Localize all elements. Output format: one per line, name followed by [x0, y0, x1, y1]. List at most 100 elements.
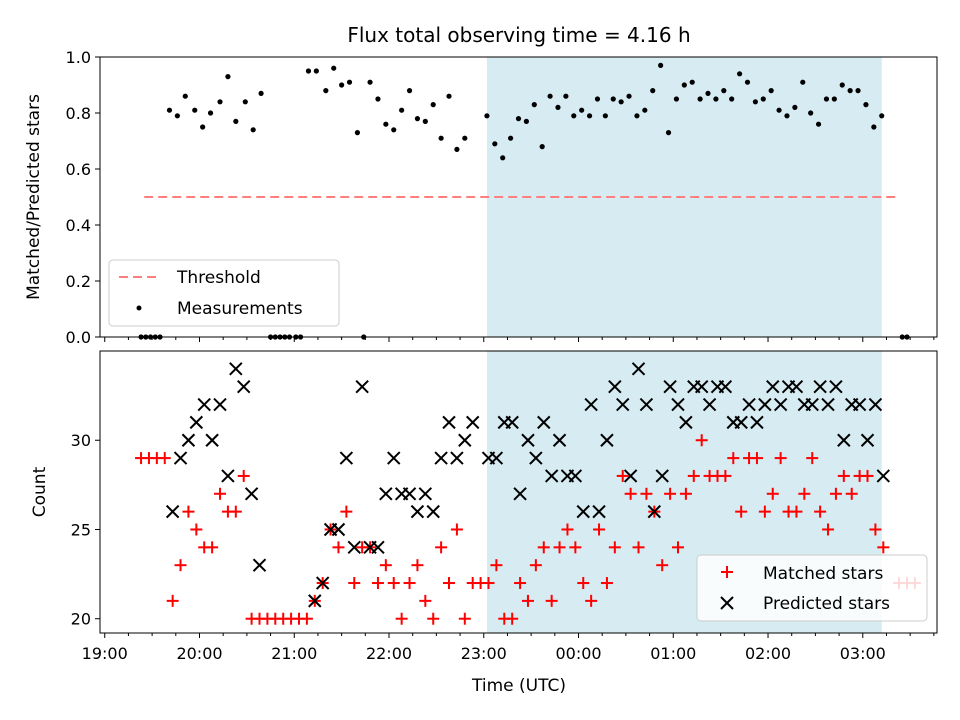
measurement-point: [383, 121, 389, 127]
predicted-star-point: [837, 433, 851, 447]
measurement-point: [823, 96, 830, 102]
matched-star-point: [332, 541, 345, 554]
measurement-point: [331, 65, 337, 71]
matched-star-point: [482, 577, 495, 590]
measurement-point: [658, 62, 664, 68]
measurement-point: [815, 121, 822, 127]
bottom-y-axis-label: Count: [30, 466, 50, 517]
measurement-point: [508, 135, 514, 141]
predicted-star-point: [616, 397, 630, 412]
measurement-point: [375, 96, 381, 102]
matched-star-point: [593, 523, 606, 536]
predicted-star-point: [197, 397, 211, 412]
predicted-star-point: [718, 379, 733, 394]
matched-star-point: [750, 452, 763, 465]
matched-star-point: [443, 577, 456, 590]
top-y-tick-label: 0.2: [66, 272, 91, 291]
predicted-star-point: [450, 451, 464, 465]
bottom-y-axis-ticks: 20 25 30: [71, 431, 100, 629]
matched-star-point: [506, 612, 519, 625]
measurement-point: [339, 82, 345, 88]
measurement-point: [784, 113, 790, 119]
top-legend-box: [108, 259, 340, 327]
measurement-point: [406, 88, 413, 94]
matched-star-point: [790, 505, 803, 518]
predicted-star-point: [537, 415, 551, 430]
measurement-point: [233, 118, 239, 124]
predicted-star-point: [592, 504, 606, 519]
predicted-star-point: [608, 379, 622, 394]
measurement-point: [200, 124, 206, 130]
measurement-point: [594, 96, 601, 102]
predicted-star-point: [237, 379, 251, 394]
predicted-star-point: [773, 397, 788, 412]
predicted-star-point: [410, 504, 425, 519]
predicted-star-point: [465, 415, 480, 430]
predicted-star-point: [442, 415, 456, 430]
predicted-stars-points: [165, 362, 891, 608]
bottom-x-tick-label: 22:00: [366, 644, 412, 663]
predicted-star-point: [789, 379, 804, 394]
measurement-point: [650, 88, 656, 94]
measurement-point: [634, 113, 640, 119]
measurement-point: [484, 113, 490, 119]
measurement-point: [430, 102, 436, 108]
predicted-star-point: [213, 397, 227, 412]
predicted-star-point: [458, 433, 472, 447]
measurement-point: [192, 107, 198, 113]
measurement-point: [689, 79, 695, 85]
predicted-star-point: [308, 594, 322, 608]
matched-star-point: [766, 487, 779, 500]
matched-star-point: [616, 469, 629, 482]
predicted-star-point: [702, 397, 717, 412]
predicted-star-point: [813, 379, 827, 394]
measurement-point: [446, 93, 452, 99]
matched-star-point: [514, 577, 527, 590]
measurement-point: [217, 99, 223, 105]
measurement-point: [642, 107, 648, 113]
measurement-point: [839, 82, 845, 88]
measurement-point: [776, 107, 782, 113]
top-y-tick-label: 0.8: [66, 104, 91, 123]
predicted-star-point: [584, 397, 598, 412]
predicted-star-point: [734, 415, 748, 430]
measurement-point: [697, 96, 703, 102]
predicted-star-point: [339, 451, 354, 465]
measurement-point: [174, 113, 180, 119]
matched-star-point: [458, 612, 471, 625]
matched-star-point: [814, 505, 827, 518]
top-y-tick-label: 0.6: [66, 160, 91, 179]
predicted-star-point: [315, 576, 330, 590]
matched-star-point: [214, 487, 227, 500]
matched-star-point: [774, 452, 787, 465]
predicted-star-point: [552, 433, 567, 447]
matched-star-point: [166, 594, 179, 607]
matched-star-point: [632, 541, 645, 554]
matched-star-point: [569, 541, 582, 554]
predicted-star-point: [868, 397, 883, 412]
measurement-point: [547, 93, 553, 99]
predicted-star-point: [829, 379, 843, 394]
predicted-star-point: [371, 540, 385, 555]
measurement-point: [250, 127, 256, 133]
predicted-star-point: [165, 504, 180, 519]
measurement-point: [792, 104, 798, 110]
top-y-tick-label: 1.0: [66, 48, 91, 67]
matched-star-point: [845, 487, 858, 500]
legend-matched-label: Matched stars: [763, 564, 883, 584]
matched-star-point: [521, 594, 534, 607]
measurement-point: [454, 146, 460, 152]
predicted-star-point: [600, 433, 614, 447]
matched-star-point: [877, 541, 890, 554]
matched-star-point: [798, 487, 811, 500]
predicted-star-point: [679, 415, 693, 430]
count-panel: 20 25 30 19:00 20:00 21:00 22:00 23:00 00:00 01:…: [30, 350, 938, 696]
measurement-points: [138, 62, 910, 340]
predicted-star-point: [852, 397, 867, 412]
measurement-point: [323, 88, 329, 94]
measurement-point: [367, 79, 373, 85]
matched-stars-points: [135, 434, 921, 625]
bottom-x-tick-label: 03:00: [840, 644, 886, 663]
top-x-axis-ticks: [104, 337, 935, 342]
